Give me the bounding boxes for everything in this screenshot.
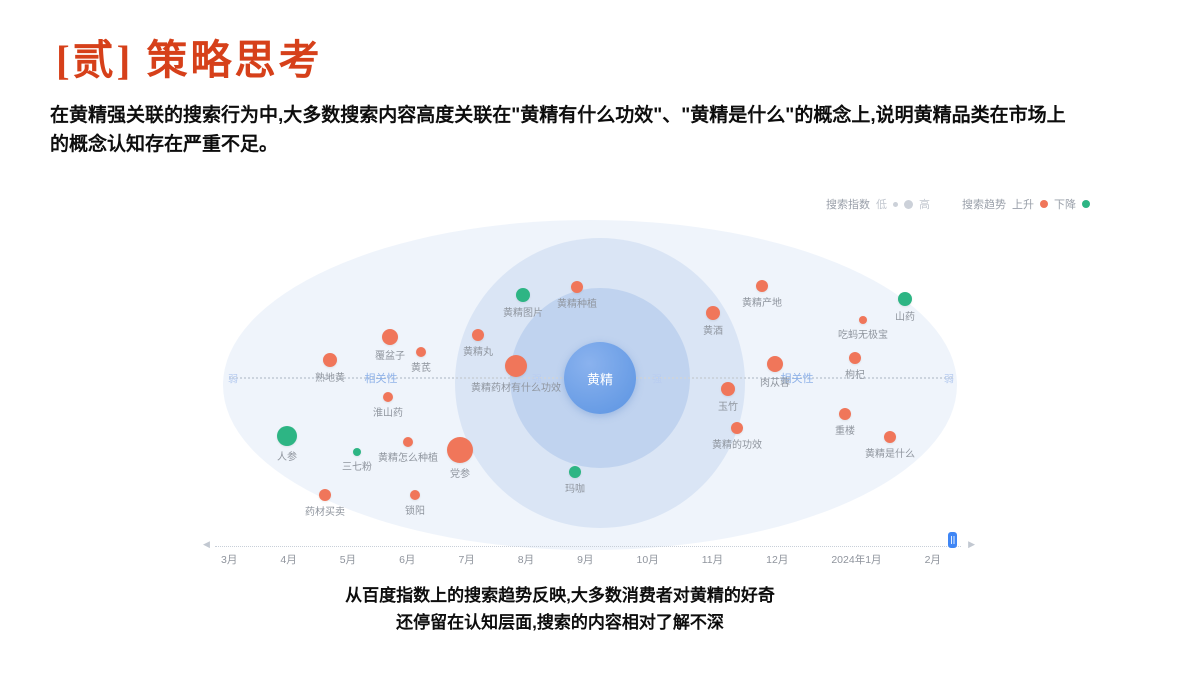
timeline-month-label: 4月 bbox=[280, 554, 297, 566]
legend-up-label: 上升 bbox=[1012, 199, 1034, 211]
keyword-bubble-label: 三七粉 bbox=[342, 462, 372, 473]
keyword-bubble-up[interactable] bbox=[849, 352, 861, 364]
keyword-bubble-label: 黄酒 bbox=[703, 326, 723, 337]
correlation-axis-label: 强 bbox=[532, 374, 542, 386]
keyword-bubble-label: 覆盆子 bbox=[375, 351, 405, 362]
caption-line-1: 从百度指数上的搜索趋势反映,大多数消费者对黄精的好奇 bbox=[345, 586, 775, 605]
keyword-bubble-label: 黄芪 bbox=[411, 363, 431, 374]
keyword-bubble-label: 黄精怎么种植 bbox=[378, 453, 438, 464]
timeline-month-label: 12月 bbox=[766, 554, 789, 566]
timeline-month-label: 11月 bbox=[701, 554, 724, 566]
chart-caption: 从百度指数上的搜索趋势反映,大多数消费者对黄精的好奇 还停留在认知层面,搜索的内… bbox=[0, 582, 1120, 636]
caption-line-2: 还停留在认知层面,搜索的内容相对了解不深 bbox=[396, 613, 724, 633]
keyword-bubble-up[interactable] bbox=[319, 489, 331, 501]
timeline-month-label: 10月 bbox=[636, 554, 659, 566]
timeline-month-label: 6月 bbox=[399, 554, 416, 566]
keyword-bubble-up[interactable] bbox=[416, 347, 426, 357]
keyword-bubble-label: 人参 bbox=[277, 452, 297, 463]
timeline-month-label: 9月 bbox=[577, 554, 594, 566]
keyword-bubble-up[interactable] bbox=[767, 356, 783, 372]
timeline-month-label: 5月 bbox=[339, 554, 357, 566]
keyword-bubble-down[interactable] bbox=[516, 288, 530, 302]
keyword-bubble-up[interactable] bbox=[756, 280, 768, 292]
keyword-bubble-up[interactable] bbox=[721, 382, 735, 396]
correlation-axis-label: 弱 bbox=[228, 374, 238, 386]
correlation-axis-label: 强 bbox=[652, 374, 662, 386]
center-keyword-node[interactable]: 黄精 bbox=[564, 342, 636, 414]
keyword-bubble-label: 玉竹 bbox=[718, 402, 738, 413]
page-title: [贰] 策略思考 bbox=[56, 37, 323, 83]
timeline-month-label: 2月 bbox=[924, 554, 941, 566]
keyword-bubble-up[interactable] bbox=[382, 329, 398, 345]
keyword-bubble-down[interactable] bbox=[353, 448, 361, 456]
correlation-axis-label: 弱 bbox=[944, 374, 954, 386]
timeline-slider-handle[interactable] bbox=[948, 532, 957, 548]
keyword-bubble-up[interactable] bbox=[383, 392, 393, 402]
keyword-bubble-up[interactable] bbox=[571, 281, 583, 293]
trend-up-dot-icon bbox=[1040, 200, 1048, 208]
timeline-month-label: 2024年1月 bbox=[831, 554, 882, 566]
timeline-axis-line bbox=[215, 546, 961, 547]
legend-trend-label: 搜索趋势 bbox=[962, 199, 1006, 211]
keyword-bubble-label: 药材买卖 bbox=[305, 507, 345, 518]
legend-low-label: 低 bbox=[876, 199, 887, 211]
keyword-bubble-up[interactable] bbox=[323, 353, 337, 367]
timeline-next-icon[interactable]: ▶ bbox=[968, 539, 975, 549]
keyword-bubble-down[interactable] bbox=[277, 426, 297, 446]
keyword-bubble-up[interactable] bbox=[472, 329, 484, 341]
timeline-month-label: 7月 bbox=[458, 554, 475, 566]
keyword-bubble-label: 吃蚂无极宝 bbox=[838, 330, 888, 341]
legend-high-label: 高 bbox=[919, 199, 930, 211]
keyword-bubble-up[interactable] bbox=[839, 408, 851, 420]
keyword-bubble-down[interactable] bbox=[569, 466, 581, 478]
keyword-bubble-up[interactable] bbox=[403, 437, 413, 447]
timeline-prev-icon[interactable]: ◀ bbox=[203, 539, 210, 549]
keyword-bubble-label: 熟地黄 bbox=[315, 373, 345, 384]
legend-index-label: 搜索指数 bbox=[826, 199, 870, 211]
keyword-bubble-label: 黄精图片 bbox=[503, 308, 543, 319]
keyword-bubble-up[interactable] bbox=[731, 422, 743, 434]
keyword-bubble-label: 肉苁蓉 bbox=[760, 378, 790, 389]
timeline-months: 3月 4月 5月 6月 7月 8月 9月 10月 11月 12月 2024年1月 2月 bbox=[221, 552, 941, 567]
index-small-dot-icon bbox=[893, 201, 898, 207]
keyword-bubble-label: 重楼 bbox=[835, 426, 855, 437]
intro-text: 在黄精强关联的搜索行为中,大多数搜索内容高度关联在"黄精有什么功效"、"黄精是什… bbox=[50, 105, 1066, 156]
keyword-bubble-label: 锁阳 bbox=[405, 506, 425, 517]
legend-down-label: 下降 bbox=[1054, 199, 1076, 211]
keyword-bubble-label: 黄精药材有什么功效 bbox=[471, 383, 561, 394]
chart-legend: 搜索指数 低 高 搜索趋势 上升 下降 bbox=[826, 196, 1096, 212]
keyword-bubble-up[interactable] bbox=[706, 306, 720, 320]
keyword-bubble-label: 山药 bbox=[895, 312, 915, 323]
timeline-month-label: 8月 bbox=[517, 554, 535, 566]
keyword-bubble-label: 黄精丸 bbox=[463, 347, 493, 358]
keyword-bubble-up[interactable] bbox=[447, 437, 473, 463]
keyword-bubble-up[interactable] bbox=[859, 316, 867, 324]
bubble-stage: 弱相关性强强相关性弱 覆盆子 黄芪 黄精丸 黄精图片 黄精种植 熟地黄 淮山药 人参 三七粉 黄精… bbox=[185, 190, 985, 585]
correlation-axis-label: 相关性 bbox=[780, 373, 814, 385]
keyword-bubble-up[interactable] bbox=[884, 431, 896, 443]
index-large-dot-icon bbox=[904, 199, 913, 209]
keyword-bubble-label: 黄精种植 bbox=[557, 299, 597, 310]
center-keyword-label: 黄精 bbox=[586, 371, 613, 387]
keyword-bubble-label: 黄精是什么 bbox=[865, 449, 915, 460]
keyword-bubble-label: 黄精产地 bbox=[742, 298, 782, 309]
trend-down-dot-icon bbox=[1082, 200, 1090, 208]
keyword-bubble-up[interactable] bbox=[505, 355, 527, 377]
keyword-bubble-label: 党参 bbox=[450, 469, 470, 480]
keyword-bubble-label: 淮山药 bbox=[373, 408, 403, 419]
keyword-bubble-up[interactable] bbox=[410, 490, 420, 500]
keyword-bubble-label: 黄精的功效 bbox=[712, 440, 762, 451]
timeline-month-label: 3月 bbox=[221, 554, 238, 566]
keyword-bubble-label: 玛咖 bbox=[565, 484, 585, 495]
keyword-bubble-label: 枸杞 bbox=[845, 370, 865, 381]
keyword-bubble-down[interactable] bbox=[898, 292, 912, 306]
correlation-axis-label: 相关性 bbox=[364, 373, 398, 385]
